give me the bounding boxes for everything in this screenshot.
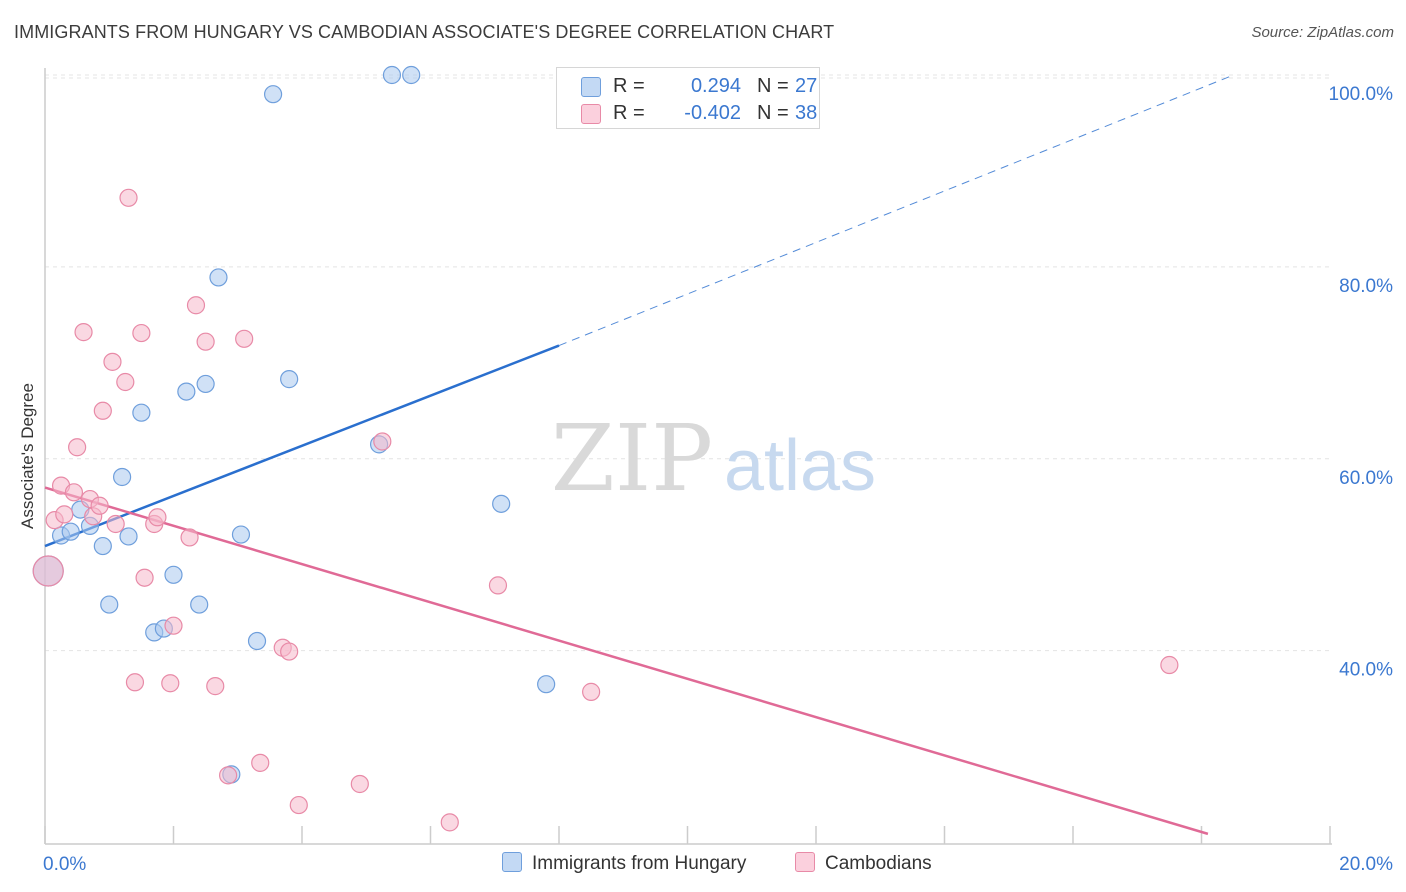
point-hungary [190, 595, 209, 614]
point-cambodians [148, 508, 167, 527]
point-cambodians [74, 323, 93, 342]
y-axis-label: Associate's Degree [18, 383, 37, 529]
legend-swatch-blue [502, 852, 522, 872]
correlation-legend: R = 0.294 N = 27 R = -0.402 N = 38 [556, 67, 820, 129]
trend-line-cambodians [44, 486, 1209, 836]
grid-layer [45, 74, 1330, 652]
point-hungary [492, 494, 511, 513]
n-value: 27 [795, 75, 818, 97]
point-hungary [100, 595, 119, 614]
n-label: N = [757, 102, 789, 124]
point-hungary [164, 565, 183, 584]
point-cambodians [161, 674, 180, 693]
point-cambodians [280, 642, 299, 661]
point-hungary [263, 85, 283, 104]
chart-title: IMMIGRANTS FROM HUNGARY VS CAMBODIAN ASS… [14, 22, 835, 42]
point-hungary [119, 527, 138, 546]
point-cambodians [93, 401, 112, 420]
point-hungary [247, 631, 267, 651]
point-cambodians [196, 332, 215, 351]
legend-item-hungary[interactable]: Immigrants from Hungary [502, 852, 746, 875]
point-hungary [280, 370, 299, 389]
trend-lines [44, 74, 1234, 836]
point-cambodians [206, 677, 225, 696]
point-cambodians [135, 568, 154, 587]
watermark-zip: ZIP [551, 405, 713, 512]
point-cambodians [90, 496, 109, 515]
point-cambodians [68, 438, 87, 457]
point-cambodians [164, 616, 183, 635]
point-cambodians [289, 795, 308, 815]
tick-labels: 40.0% 60.0% 80.0% 100.0% 0.0% 20.0% [43, 84, 1393, 875]
point-cambodians [116, 372, 135, 392]
x-tick-label: 20.0% [1339, 854, 1393, 875]
point-cambodians [1160, 655, 1179, 675]
point-cambodians [186, 296, 206, 315]
trend-line-hungary-extension [558, 74, 1234, 347]
n-value: 38 [795, 102, 818, 124]
point-cambodians [582, 682, 601, 701]
data-points [32, 65, 1179, 832]
y-tick-label: 40.0% [1339, 660, 1393, 681]
point-cambodians [119, 188, 138, 207]
watermark: ZIP atlas [551, 405, 876, 512]
point-cambodians [125, 673, 145, 692]
legend-label: Cambodians [825, 853, 932, 874]
point-hungary [61, 522, 80, 541]
y-tick-label: 80.0% [1339, 276, 1393, 297]
point-hungary [196, 374, 215, 394]
point-cambodians [440, 813, 459, 832]
r-value: 0.294 [690, 75, 741, 97]
legend-label: Immigrants from Hungary [532, 853, 747, 874]
point-cambodians [235, 329, 254, 348]
point-cambodians [180, 528, 199, 547]
axis-layer [44, 68, 1332, 845]
point-cambodians [350, 774, 369, 794]
point-cambodians [132, 323, 151, 343]
n-label: N = [757, 75, 789, 97]
point-hungary [177, 382, 196, 401]
legend-swatch-pink [581, 104, 601, 124]
r-label: R = [613, 102, 645, 124]
r-label: R = [613, 75, 645, 97]
y-tick-label: 100.0% [1329, 84, 1394, 105]
point-cambodians [488, 576, 508, 595]
r-value: -0.402 [684, 102, 741, 124]
point-cambodians [373, 432, 392, 451]
point-cambodians [55, 505, 74, 524]
legend-item-cambodians[interactable]: Cambodians [795, 852, 932, 875]
x-tick-label: 0.0% [43, 854, 86, 875]
point-cambodians [32, 555, 64, 587]
watermark-atlas: atlas [724, 426, 876, 506]
legend-swatch-pink [795, 852, 815, 872]
point-hungary [537, 675, 556, 694]
point-cambodians [106, 514, 125, 534]
point-cambodians [251, 753, 270, 772]
source-credit: Source: ZipAtlas.com [1251, 24, 1394, 41]
point-hungary [112, 467, 132, 487]
point-hungary [382, 65, 402, 85]
point-hungary [209, 268, 228, 287]
point-hungary [402, 65, 421, 85]
y-tick-label: 60.0% [1339, 468, 1393, 489]
point-cambodians [219, 766, 238, 785]
point-hungary [231, 525, 251, 544]
point-hungary [93, 536, 112, 556]
point-cambodians [103, 352, 122, 371]
point-cambodians [64, 483, 84, 502]
legend-swatch-blue [581, 77, 601, 97]
point-hungary [132, 403, 151, 422]
